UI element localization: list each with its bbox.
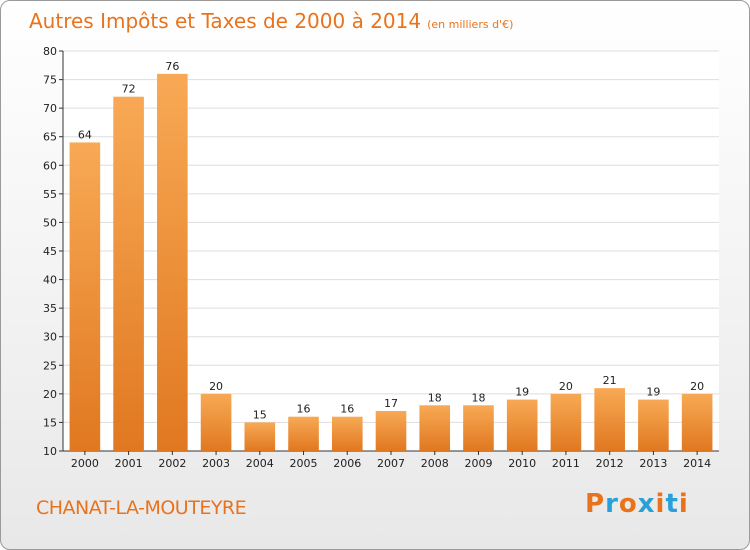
- bar-value-label: 76: [165, 60, 179, 73]
- x-tick-label: 2010: [508, 457, 536, 470]
- bar: [375, 411, 407, 451]
- chart-title-text: Autres Impôts et Taxes de 2000 à 2014: [29, 9, 422, 33]
- bar-value-label: 21: [603, 374, 617, 387]
- y-tick-label: 20: [43, 388, 57, 401]
- bar: [550, 393, 582, 451]
- bar-value-label: 72: [122, 83, 136, 96]
- x-tick-label: 2004: [246, 457, 274, 470]
- y-tick-label: 55: [43, 188, 57, 201]
- bar-value-label: 20: [690, 380, 704, 393]
- chart-unit: (en milliers d'€): [427, 18, 514, 31]
- bar: [463, 405, 494, 451]
- bar-value-label: 20: [559, 380, 573, 393]
- bar: [419, 405, 451, 451]
- bar-value-label: 15: [253, 408, 267, 421]
- y-tick-label: 25: [43, 359, 57, 372]
- bar-value-label: 19: [646, 386, 660, 399]
- bar: [113, 96, 144, 451]
- logo-letter: x: [637, 489, 656, 519]
- proxiti-logo[interactable]: Proxiti: [585, 489, 689, 519]
- bar: [638, 399, 669, 451]
- y-tick-label: 60: [43, 159, 57, 172]
- x-tick-label: 2006: [333, 457, 361, 470]
- logo-letter: i: [655, 489, 666, 519]
- x-tick-label: 2009: [464, 457, 492, 470]
- y-tick-label: 40: [43, 274, 57, 287]
- x-tick-label: 2012: [596, 457, 624, 470]
- bar-value-label: 17: [384, 397, 398, 410]
- y-tick-label: 45: [43, 245, 57, 258]
- logo-letter: i: [678, 489, 689, 519]
- x-tick-label: 2001: [115, 457, 143, 470]
- bar-value-label: 20: [209, 380, 223, 393]
- bar: [681, 393, 713, 451]
- x-tick-label: 2008: [421, 457, 449, 470]
- y-tick-label: 30: [43, 331, 57, 344]
- bar-value-label: 19: [515, 386, 529, 399]
- x-tick-label: 2005: [290, 457, 318, 470]
- logo-letter: P: [585, 489, 606, 519]
- bar-value-label: 18: [471, 391, 485, 404]
- x-tick-label: 2002: [158, 457, 186, 470]
- bar-value-label: 16: [340, 403, 354, 416]
- x-tick-label: 2003: [202, 457, 230, 470]
- bar: [594, 388, 625, 451]
- bar: [157, 73, 188, 451]
- y-tick-label: 70: [43, 102, 57, 115]
- x-tick-label: 2011: [552, 457, 580, 470]
- y-tick-label: 35: [43, 302, 57, 315]
- logo-letter: o: [618, 489, 638, 519]
- bar-value-label: 18: [428, 391, 442, 404]
- bar-value-label: 64: [78, 128, 92, 141]
- y-tick-label: 65: [43, 131, 57, 144]
- bar: [200, 393, 232, 451]
- logo-letter: t: [665, 489, 679, 519]
- bar: [331, 416, 363, 451]
- x-tick-label: 2013: [639, 457, 667, 470]
- y-tick-label: 50: [43, 216, 57, 229]
- bar: [506, 399, 538, 451]
- bar: [288, 416, 319, 451]
- bar: [244, 422, 276, 451]
- bar: [69, 142, 101, 451]
- bar-value-label: 16: [297, 403, 311, 416]
- x-tick-label: 2000: [71, 457, 99, 470]
- y-tick-label: 80: [43, 45, 57, 58]
- y-tick-label: 15: [43, 416, 57, 429]
- y-tick-label: 75: [43, 74, 57, 87]
- x-tick-label: 2014: [683, 457, 711, 470]
- x-tick-label: 2007: [377, 457, 405, 470]
- commune-name: CHANAT-LA-MOUTEYRE: [36, 497, 247, 519]
- chart-title: Autres Impôts et Taxes de 2000 à 2014 (en…: [29, 9, 513, 33]
- y-tick-label: 10: [43, 445, 57, 458]
- logo-letter: r: [605, 489, 619, 519]
